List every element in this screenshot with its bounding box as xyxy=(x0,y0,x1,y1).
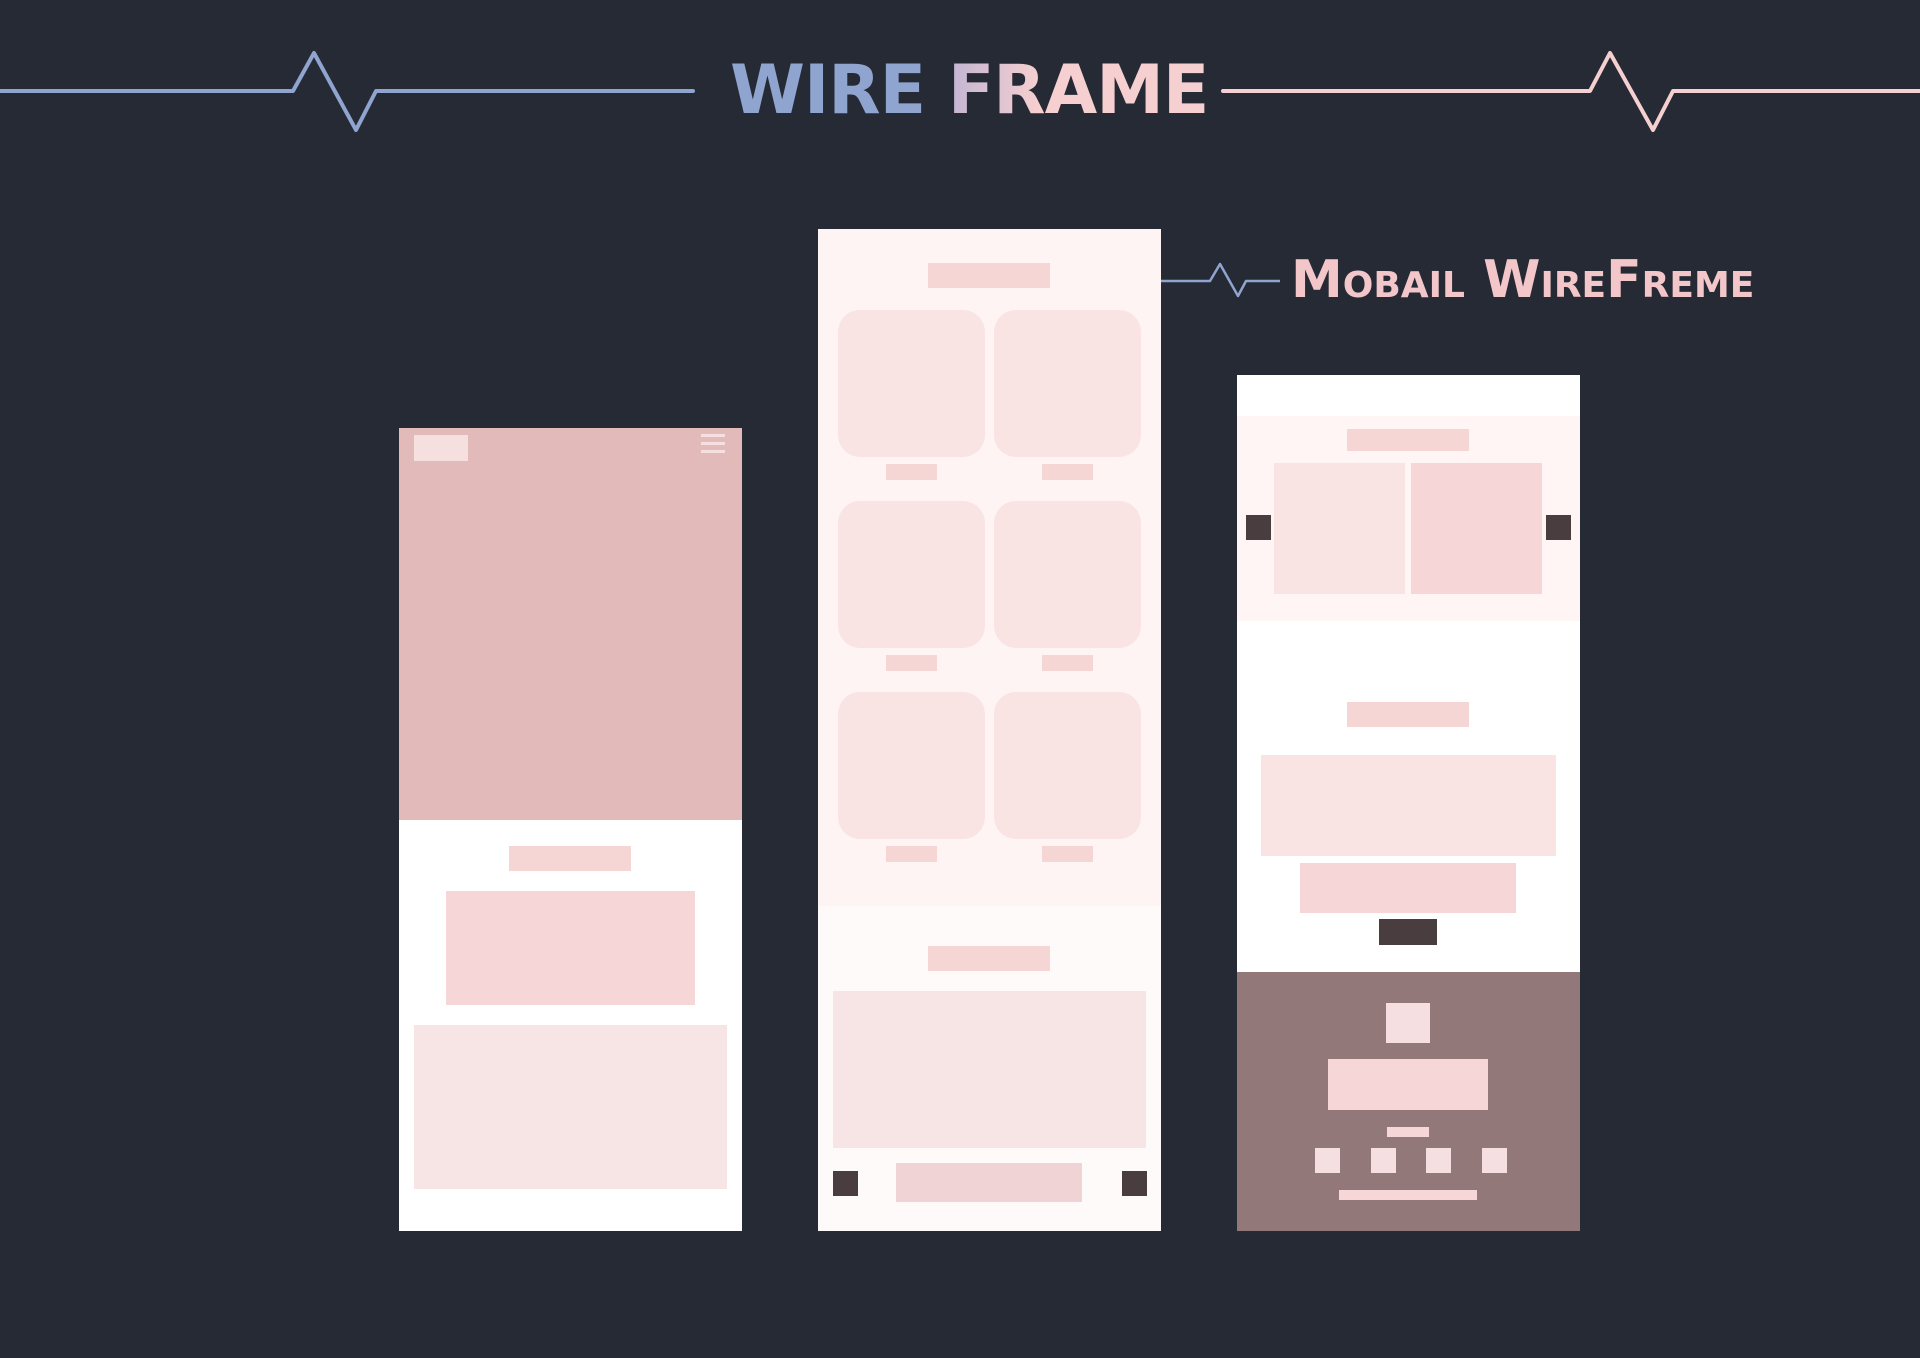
content-block-placeholder xyxy=(414,1025,727,1189)
card-caption-placeholder xyxy=(886,464,937,480)
footer-divider xyxy=(1387,1127,1429,1137)
slider-content-placeholder xyxy=(833,991,1146,1148)
pulse-line-right xyxy=(1221,51,1920,132)
section-heading-placeholder xyxy=(1347,429,1469,451)
carousel-slide-placeholder[interactable] xyxy=(1411,463,1542,594)
carousel-slide-placeholder[interactable] xyxy=(1274,463,1405,594)
gallery-card[interactable] xyxy=(838,692,985,839)
logo-placeholder xyxy=(414,435,468,461)
wireframe-gallery xyxy=(818,229,1161,1231)
text-block-placeholder xyxy=(1300,863,1516,913)
gallery-card[interactable] xyxy=(994,692,1141,839)
hamburger-icon[interactable] xyxy=(701,434,727,456)
social-icon[interactable] xyxy=(1482,1148,1507,1173)
subtitle-connector-line xyxy=(1160,262,1280,298)
feature-image-placeholder xyxy=(446,891,695,1005)
social-icon[interactable] xyxy=(1426,1148,1451,1173)
arrow-right-icon[interactable] xyxy=(1122,1171,1147,1196)
arrow-left-icon[interactable] xyxy=(833,1171,858,1196)
social-icon[interactable] xyxy=(1371,1148,1396,1173)
card-caption-placeholder xyxy=(1042,846,1093,862)
footer-copyright-placeholder xyxy=(1339,1190,1477,1200)
gallery-card[interactable] xyxy=(838,501,985,648)
section-heading-placeholder xyxy=(928,946,1050,971)
content-block-placeholder xyxy=(1261,755,1556,856)
arrow-right-icon[interactable] xyxy=(1546,515,1571,540)
card-caption-placeholder xyxy=(886,846,937,862)
section-heading-placeholder xyxy=(928,263,1050,288)
footer-title-placeholder xyxy=(1328,1059,1488,1110)
slider-caption-placeholder xyxy=(896,1163,1082,1202)
social-icon[interactable] xyxy=(1315,1148,1340,1173)
card-caption-placeholder xyxy=(1042,655,1093,671)
card-caption-placeholder xyxy=(886,655,937,671)
gallery-card[interactable] xyxy=(994,310,1141,457)
section-heading-placeholder xyxy=(1347,702,1469,727)
hero-section xyxy=(399,428,742,820)
wireframe-home xyxy=(399,428,742,1231)
section-heading-placeholder xyxy=(509,846,631,871)
cta-button[interactable] xyxy=(1379,919,1437,945)
subtitle: Mobail WireFreme xyxy=(1291,250,1755,310)
gallery-card[interactable] xyxy=(838,310,985,457)
wireframe-detail xyxy=(1237,375,1580,1231)
pulse-line-left xyxy=(0,51,695,132)
page-title: WIRE FRAME xyxy=(730,51,1209,130)
gallery-card[interactable] xyxy=(994,501,1141,648)
card-caption-placeholder xyxy=(1042,464,1093,480)
arrow-left-icon[interactable] xyxy=(1246,515,1271,540)
footer-logo-placeholder xyxy=(1386,1003,1430,1043)
